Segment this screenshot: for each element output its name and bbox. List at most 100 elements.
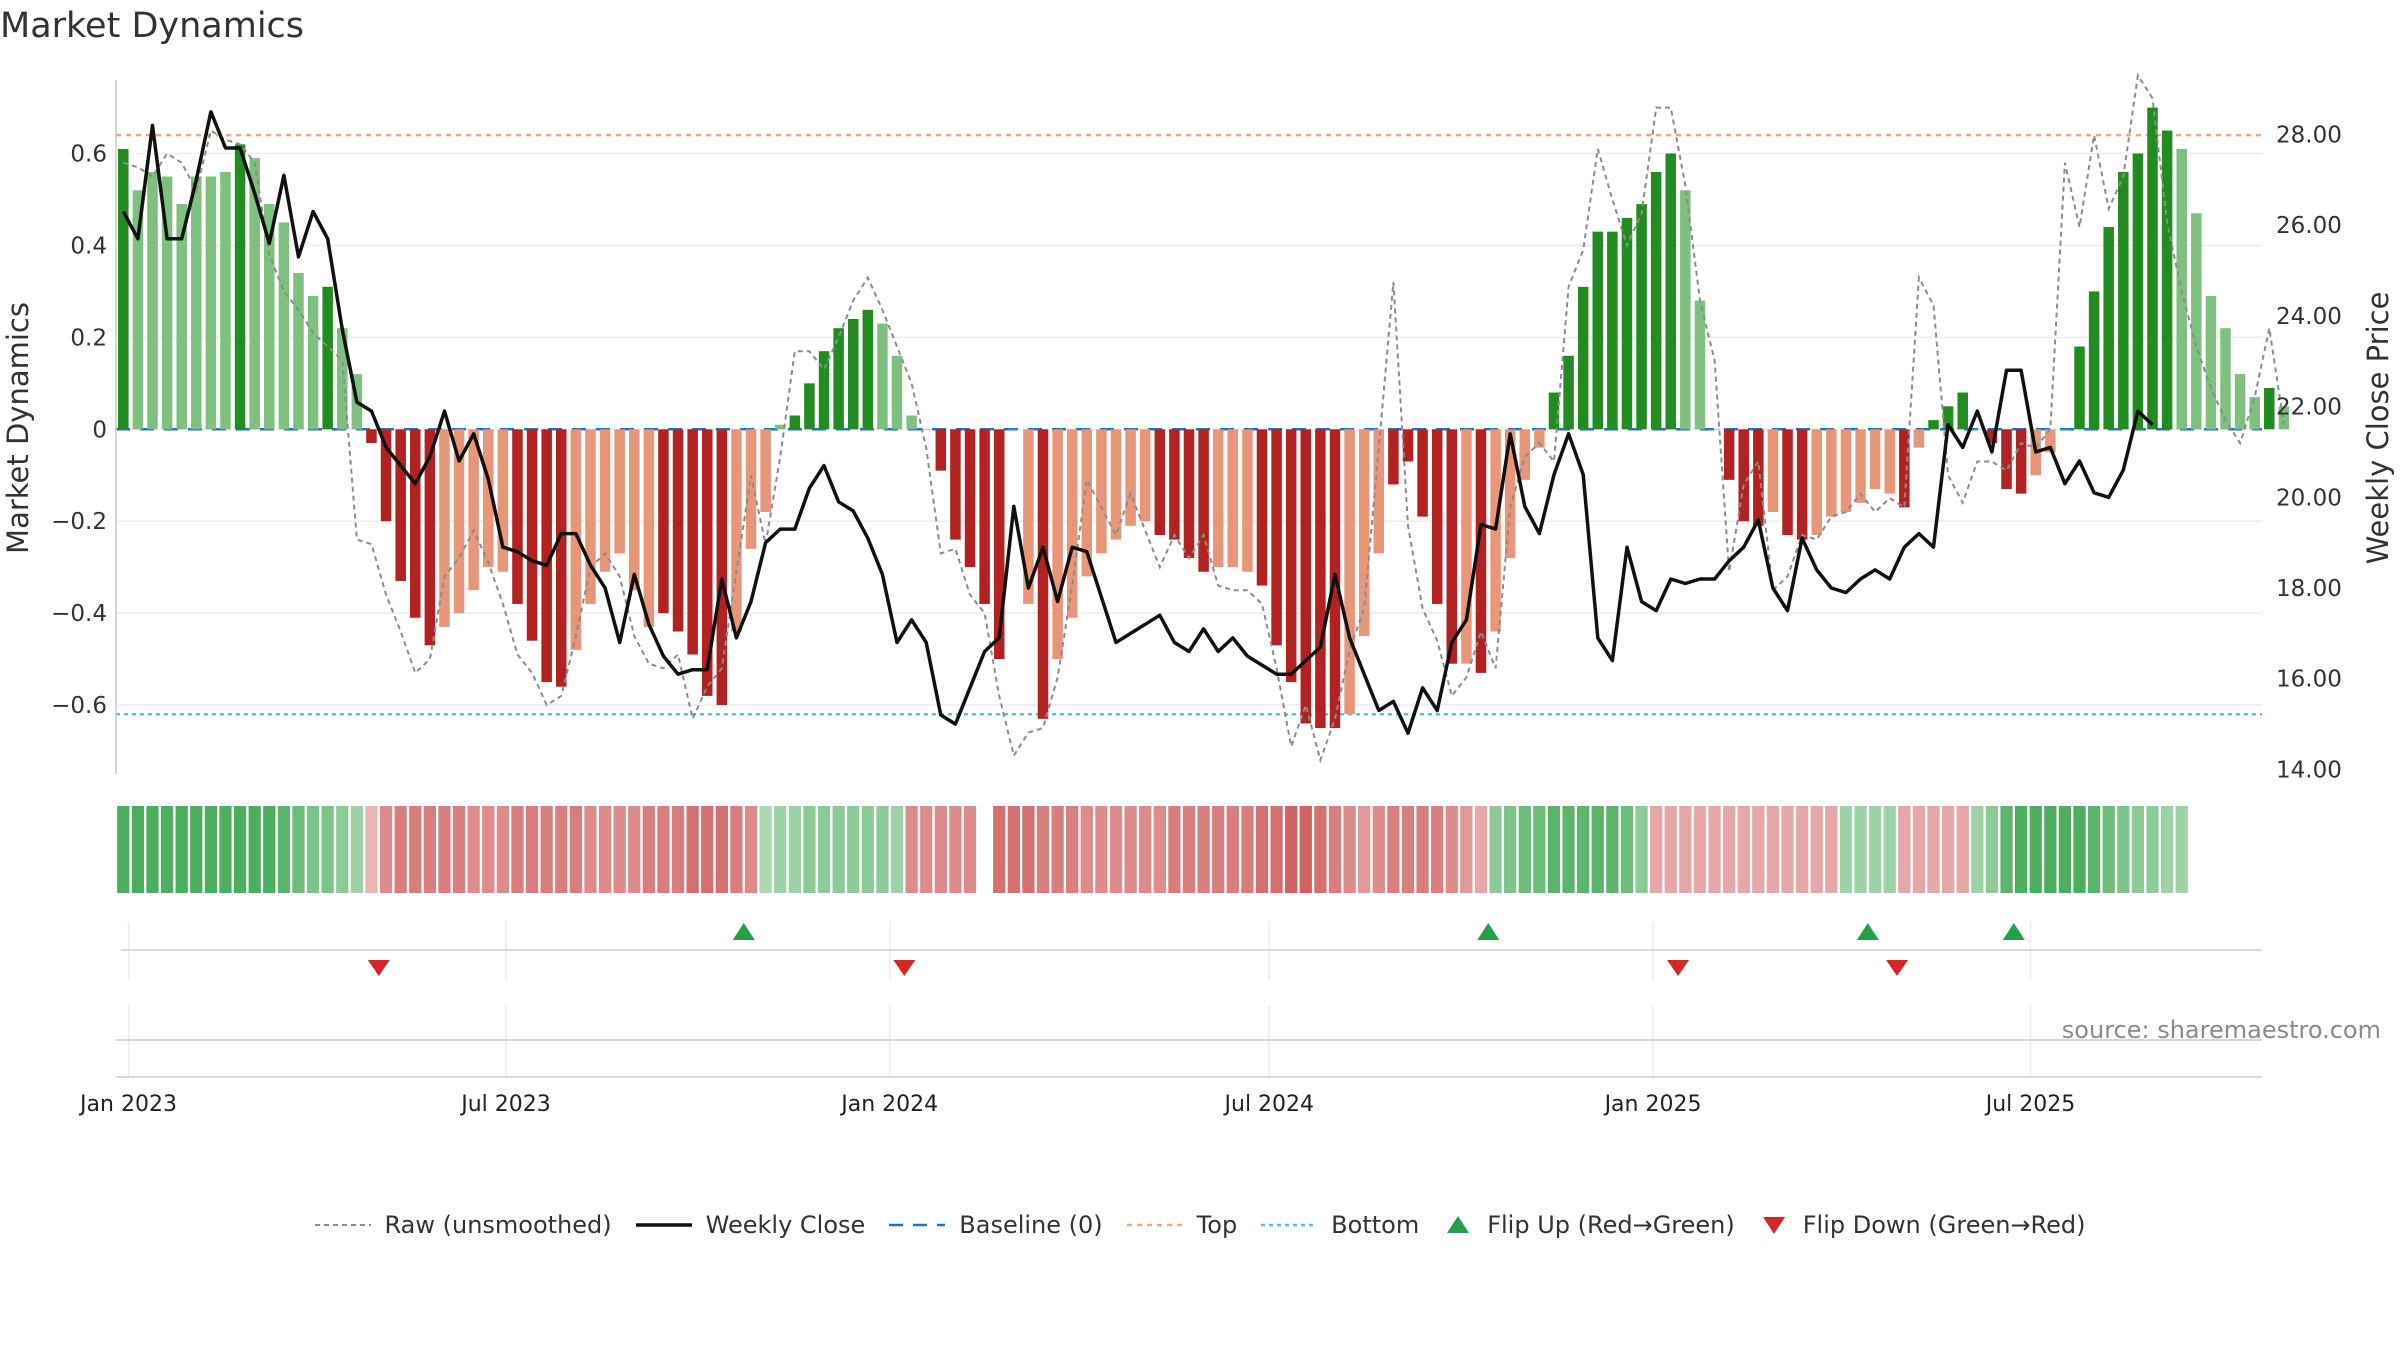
bar <box>1855 429 1866 503</box>
state-cell <box>861 806 874 893</box>
state-cell <box>321 806 334 893</box>
state-cell <box>1343 806 1356 893</box>
state-cell <box>292 806 305 893</box>
bar <box>366 429 377 444</box>
bar <box>585 429 596 604</box>
y-right-tick-label: 22.00 <box>2276 395 2342 421</box>
state-cell <box>2175 806 2188 893</box>
state-cell <box>1547 806 1561 893</box>
state-cell <box>190 806 203 893</box>
state-cell <box>1679 806 1692 893</box>
bar <box>2059 429 2071 430</box>
state-cell <box>598 806 612 893</box>
dotted-line-icon <box>314 1224 371 1226</box>
bar <box>818 351 830 430</box>
bar <box>1650 171 1662 430</box>
bar <box>307 296 319 430</box>
bar <box>1753 429 1764 526</box>
state-cell <box>788 806 801 893</box>
dashed-line-icon <box>889 1223 946 1227</box>
flip-down-marker <box>367 960 390 976</box>
state-cell <box>1445 806 1458 893</box>
bar <box>191 176 202 430</box>
state-cell <box>1270 806 1283 893</box>
state-cell <box>1431 806 1444 893</box>
bar <box>1052 429 1063 660</box>
legend-item-raw: Raw (unsmoothed) <box>314 1211 612 1239</box>
state-cell <box>1255 806 1269 893</box>
bar <box>526 429 538 641</box>
bar <box>556 429 567 687</box>
state-cell <box>1416 806 1429 893</box>
raw-series <box>122 72 2285 764</box>
flip-down-marker <box>1667 960 1690 976</box>
state-cell <box>1664 806 1677 893</box>
state-cell <box>1956 806 1969 893</box>
bar <box>1607 231 1618 430</box>
state-cell <box>555 806 568 893</box>
state-cell <box>306 806 320 893</box>
bar <box>1723 429 1735 480</box>
triangle-up-icon <box>1447 1216 1470 1233</box>
state-cell <box>584 806 597 893</box>
bar <box>1942 406 1954 430</box>
state-cell <box>1212 806 1225 893</box>
chart-title: Market Dynamics <box>0 6 305 46</box>
bar <box>1169 429 1180 540</box>
y-right-tick-label: 26.00 <box>2276 213 2342 239</box>
legend-item-baseline: Baseline (0) <box>889 1211 1103 1239</box>
bar <box>1884 429 1895 494</box>
bar <box>293 273 304 430</box>
bar <box>2161 130 2173 430</box>
state-cell <box>1635 806 1648 893</box>
state-cell <box>1387 806 1400 893</box>
y-left-tick-label: 0.6 <box>70 142 107 168</box>
state-cell <box>1577 806 1590 893</box>
source-credit: source: sharemaestro.com <box>2061 1016 2381 1044</box>
legend-item-flip_up: Flip Up (Red→Green) <box>1443 1211 1735 1239</box>
bar <box>2074 346 2085 430</box>
state-cell <box>1941 806 1955 893</box>
state-cell <box>876 806 889 893</box>
bar <box>2103 227 2114 430</box>
bar <box>1548 392 1560 430</box>
bar <box>1388 429 1399 485</box>
triangle-down-icon <box>1762 1217 1785 1234</box>
bar <box>322 286 333 430</box>
bar <box>161 176 173 430</box>
bar <box>906 415 917 430</box>
state-cell <box>1095 806 1108 893</box>
bar <box>2249 397 2260 430</box>
state-cell <box>1781 806 1794 893</box>
state-cell <box>1124 806 1137 893</box>
bar <box>1972 429 1983 430</box>
bar <box>774 424 786 430</box>
bar <box>2234 374 2246 430</box>
state-cell <box>1912 806 1926 893</box>
state-cell <box>817 806 831 893</box>
y-left-tick-label: 0.4 <box>70 233 107 259</box>
state-cell <box>1927 806 1940 893</box>
bar <box>920 429 932 430</box>
raw-series-line <box>122 72 2285 764</box>
bar <box>2176 148 2187 430</box>
y-axis-label-right: Weekly Close Price <box>2361 292 2395 565</box>
x-tick-label: Jan 2023 <box>78 1092 177 1117</box>
bar <box>1242 429 1253 572</box>
bar <box>1344 429 1355 715</box>
bar <box>2132 153 2144 430</box>
legend-item-bottom: Bottom <box>1261 1211 1419 1239</box>
state-cell <box>219 806 232 893</box>
bar <box>1680 190 1691 430</box>
state-cell <box>2014 806 2028 893</box>
bar <box>2278 406 2290 430</box>
state-cell <box>248 806 261 893</box>
legend-item-close: Weekly Close <box>635 1211 865 1239</box>
bar <box>380 429 392 522</box>
bar <box>1577 286 1589 430</box>
state-cell <box>934 806 947 893</box>
state-cell <box>905 806 918 893</box>
bar <box>1840 429 1852 513</box>
y-right-tick-label: 28.00 <box>2276 122 2342 148</box>
state-cell <box>452 806 466 893</box>
